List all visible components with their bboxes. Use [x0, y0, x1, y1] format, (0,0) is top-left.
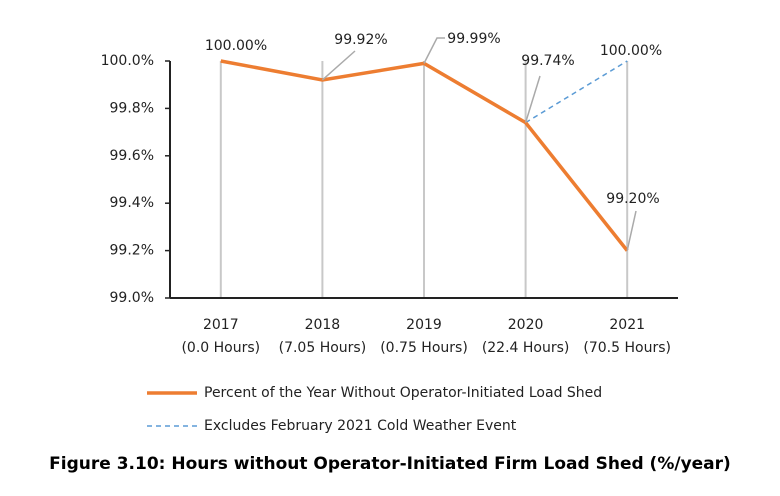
leader-line: [524, 75, 541, 123]
data-label: 99.99%: [447, 31, 500, 47]
x-tick-sublabel: (7.05 Hours): [279, 340, 367, 356]
leader-line: [626, 210, 637, 251]
leader-line: [423, 37, 445, 64]
series-line: [525, 60, 628, 124]
y-tick-label: 99.0%: [110, 290, 154, 306]
x-tick-sublabel: (70.5 Hours): [583, 340, 671, 356]
data-label: 99.92%: [334, 32, 387, 48]
chart-title: Figure 3.10: Hours without Operator-Init…: [49, 454, 731, 474]
data-label: 99.20%: [606, 191, 659, 207]
x-tick-label: 2018: [305, 317, 341, 333]
x-tick-sublabel: (22.4 Hours): [482, 340, 570, 356]
x-tick-label: 2020: [508, 317, 544, 333]
y-tick-label: 99.4%: [110, 195, 154, 211]
x-tick-label: 2021: [609, 317, 645, 333]
y-tick-label: 99.6%: [110, 148, 154, 164]
y-tick-label: 99.8%: [110, 100, 154, 116]
data-label: 100.00%: [205, 38, 267, 54]
x-tick-label: 2019: [406, 317, 442, 333]
data-label: 100.00%: [600, 43, 662, 59]
x-tick-sublabel: (0.75 Hours): [380, 340, 468, 356]
leader-line: [321, 50, 356, 81]
y-tick-label: 99.2%: [110, 243, 154, 259]
x-tick-sublabel: (0.0 Hours): [181, 340, 260, 356]
x-tick-label: 2017: [203, 317, 239, 333]
legend-label: Percent of the Year Without Operator-Ini…: [204, 385, 602, 401]
y-tick-label: 100.0%: [101, 53, 154, 69]
data-label: 99.74%: [521, 53, 574, 69]
legend-label: Excludes February 2021 Cold Weather Even…: [204, 418, 517, 434]
